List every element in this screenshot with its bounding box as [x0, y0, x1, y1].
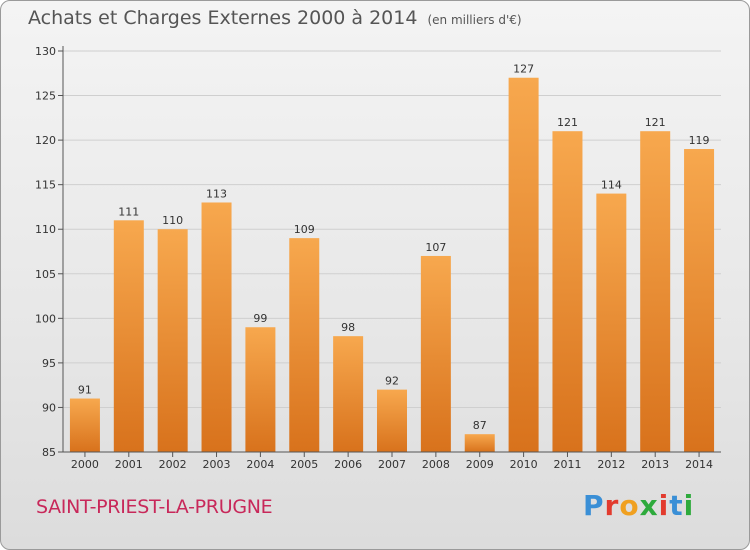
y-tick-label: 110: [35, 223, 56, 236]
x-tick-label: 2008: [422, 458, 450, 471]
bar-value-label: 109: [294, 223, 315, 236]
chart-title: Achats et Charges Externes 2000 à 2014 (e…: [28, 7, 522, 29]
bar: [596, 193, 627, 453]
y-tick-label: 95: [42, 357, 56, 370]
x-tick-label: 2011: [553, 458, 581, 471]
y-tick-label: 100: [35, 312, 56, 325]
bar: [464, 434, 495, 452]
x-tick-label: 2014: [685, 458, 713, 471]
chart-unit: (en milliers d'€): [427, 13, 522, 27]
bar: [377, 389, 407, 452]
x-tick-label: 2004: [246, 458, 274, 471]
chart-title-text: Achats et Charges Externes 2000 à 2014: [28, 7, 418, 29]
bar: [245, 327, 276, 452]
bar: [69, 398, 100, 452]
bar: [552, 131, 583, 452]
bar: [113, 220, 144, 452]
y-tick-label: 115: [35, 179, 56, 192]
bar: [684, 149, 715, 452]
brand-letter: t: [669, 489, 684, 522]
y-tick-label: 130: [35, 45, 56, 58]
proxiti-logo: Proxiti: [583, 489, 694, 522]
bar: [508, 77, 539, 452]
brand-letter: i: [683, 489, 695, 522]
x-tick-label: 2013: [641, 458, 669, 471]
bar-value-label: 110: [162, 214, 183, 227]
bar: [420, 255, 451, 452]
x-tick-label: 2005: [290, 458, 318, 471]
bar-value-label: 107: [425, 241, 446, 254]
bar-value-label: 121: [557, 116, 578, 129]
bar-value-label: 91: [78, 384, 92, 397]
brand-letter: x: [639, 489, 659, 522]
y-tick-label: 85: [42, 446, 56, 459]
bar-value-label: 114: [601, 179, 622, 192]
x-tick-label: 2010: [510, 458, 538, 471]
x-tick-label: 2003: [203, 458, 231, 471]
x-tick-label: 2009: [466, 458, 494, 471]
y-tick-label: 125: [35, 90, 56, 103]
brand-letter: i: [658, 489, 670, 522]
bar-value-label: 113: [206, 187, 227, 200]
bar-value-label: 87: [473, 419, 487, 432]
bar-value-label: 98: [341, 321, 355, 334]
bar: [333, 336, 364, 452]
bar: [289, 238, 320, 452]
bar-value-label: 121: [645, 116, 666, 129]
brand-letter: o: [619, 489, 640, 522]
x-tick-label: 2002: [159, 458, 187, 471]
bar: [157, 229, 188, 452]
bars: 91 111 110 113 99 109 98 92 107 87 127 121 114 121 119: [69, 63, 715, 453]
bar-value-label: 111: [118, 205, 139, 218]
bar: [201, 202, 232, 452]
bar-value-label: 92: [385, 375, 399, 388]
brand-letter: r: [604, 489, 620, 522]
bar-value-label: 99: [253, 312, 267, 325]
y-tick-label: 105: [35, 268, 56, 281]
y-tick-label: 90: [42, 401, 56, 414]
axes: 85 90 95 100 105 110 115 120 125 130 2000 2001 2002 2…: [35, 45, 721, 471]
x-tick-label: 2001: [115, 458, 143, 471]
y-tick-label: 120: [35, 134, 56, 147]
bar-value-label: 127: [513, 63, 534, 76]
brand-letter: P: [583, 489, 605, 522]
x-tick-label: 2006: [334, 458, 362, 471]
bar: [640, 131, 671, 452]
x-tick-label: 2012: [597, 458, 625, 471]
x-tick-label: 2000: [71, 458, 99, 471]
x-tick-label: 2007: [378, 458, 406, 471]
commune-name: SAINT-PRIEST-LA-PRUGNE: [36, 496, 273, 518]
bar-value-label: 119: [689, 134, 710, 147]
